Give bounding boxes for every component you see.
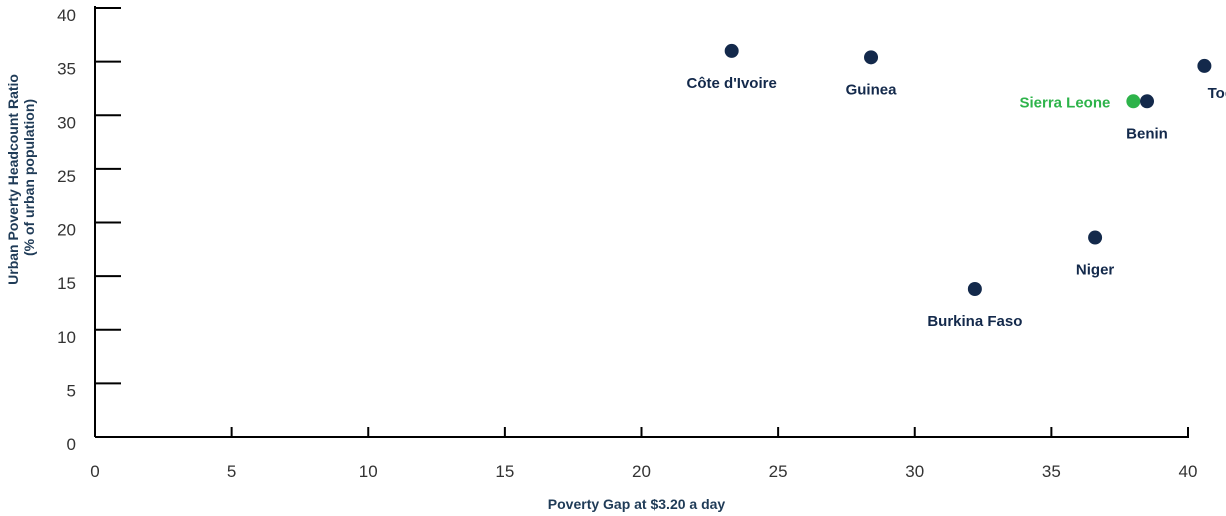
x-tick-label: 20 xyxy=(632,462,651,481)
x-tick-label: 15 xyxy=(495,462,514,481)
y-tick-label: 20 xyxy=(57,221,76,240)
x-axis-ticks: 0 5 10 15 20 25 30 35 40 xyxy=(90,427,1197,481)
y-tick-label: 25 xyxy=(57,167,76,186)
data-point-label: Burkina Faso xyxy=(927,313,1022,330)
x-tick-label: 40 xyxy=(1179,462,1198,481)
x-tick-label: 30 xyxy=(905,462,924,481)
y-axis-title: Urban Poverty Headcount Ratio (% of urba… xyxy=(5,70,37,285)
data-point-label: Niger xyxy=(1076,262,1115,279)
data-point xyxy=(1197,58,1212,73)
data-point xyxy=(1126,94,1141,109)
y-tick-label: 30 xyxy=(57,113,76,132)
y-tick-label: 10 xyxy=(57,328,76,347)
y-axis-ticks: 0 5 10 15 20 25 30 35 40 xyxy=(57,6,121,454)
y-tick-label: 0 xyxy=(67,435,76,454)
y-tick-label: 35 xyxy=(57,60,76,79)
y-tick-label: 5 xyxy=(67,381,76,400)
data-point xyxy=(967,281,982,296)
data-point xyxy=(1140,94,1155,109)
x-tick-label: 25 xyxy=(769,462,788,481)
y-tick-label: 40 xyxy=(57,6,76,25)
axes xyxy=(94,6,1189,438)
data-points: Côte d'Ivoire Guinea Togo Sierra Leone Benin… xyxy=(687,43,1226,330)
x-tick-label: 35 xyxy=(1042,462,1061,481)
data-point xyxy=(724,43,739,58)
data-point xyxy=(1088,230,1103,245)
y-axis-title-line-1: Urban Poverty Headcount Ratio xyxy=(5,74,21,285)
data-point-label: Côte d'Ivoire xyxy=(687,75,777,92)
data-point-label: Togo xyxy=(1208,85,1226,102)
data-point-label: Sierra Leone xyxy=(1019,94,1110,111)
data-point xyxy=(864,50,879,65)
data-point-label: Guinea xyxy=(846,81,898,98)
data-point-label: Benin xyxy=(1126,125,1168,142)
y-axis-title-line-2: (% of urban population) xyxy=(21,99,37,256)
y-tick-label: 15 xyxy=(57,274,76,293)
x-tick-label: 10 xyxy=(359,462,378,481)
x-tick-label: 5 xyxy=(227,462,236,481)
x-tick-label: 0 xyxy=(90,462,99,481)
x-axis-title: Poverty Gap at $3.20 a day xyxy=(548,496,726,512)
